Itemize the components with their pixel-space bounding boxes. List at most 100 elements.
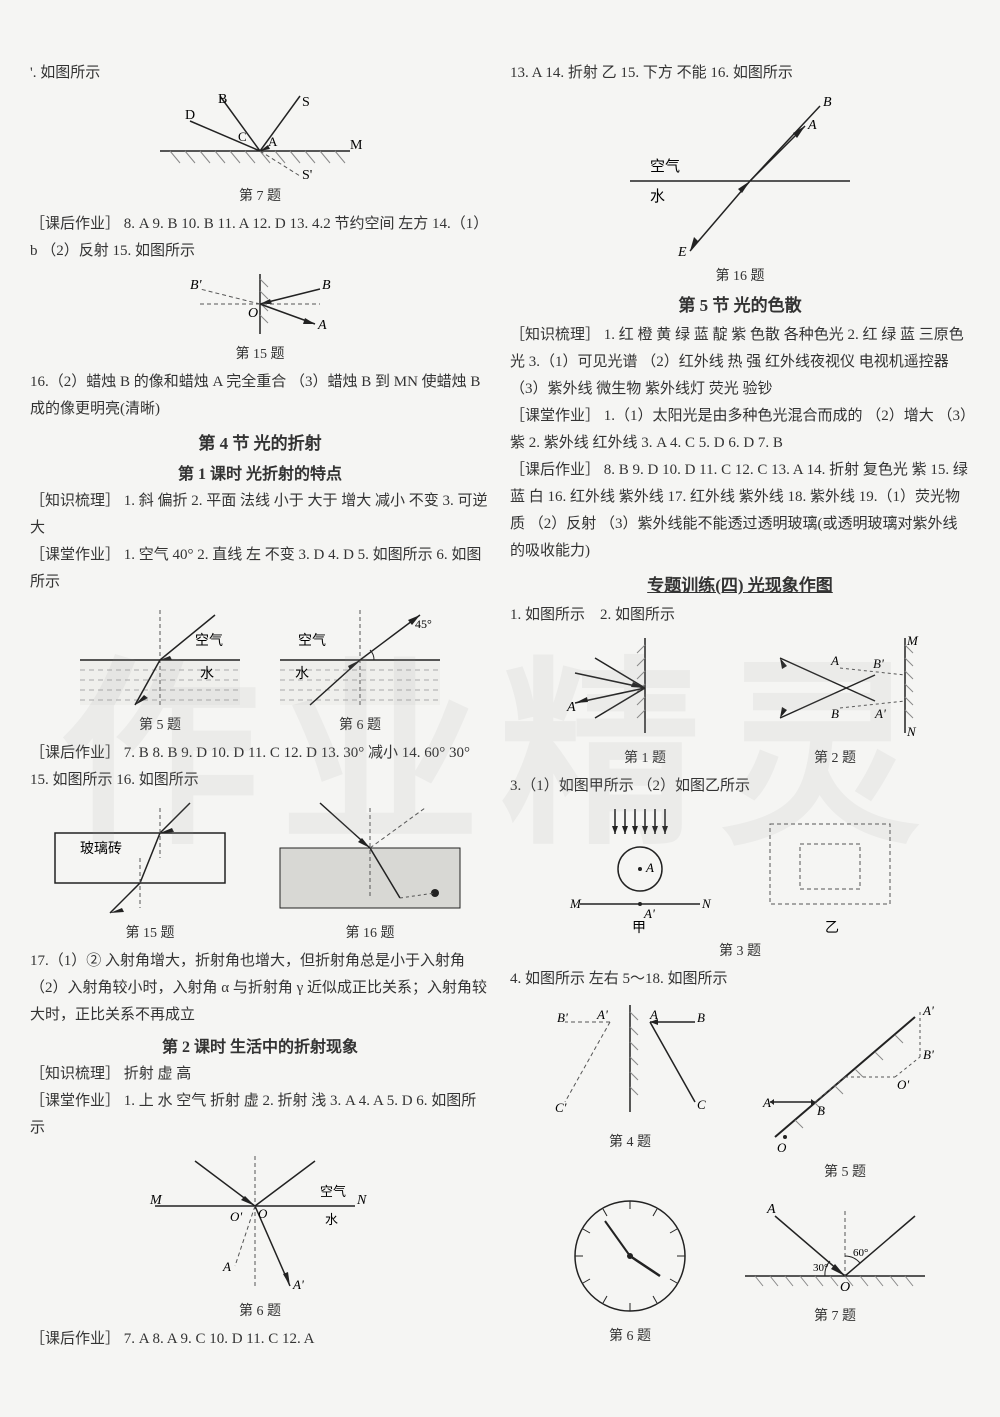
hw3-line: ［课后作业］ 7. A 8. A 9. C 10. D 11. C 12. A [30,1326,490,1353]
fig7-M: M [350,138,363,153]
fig5-wrap: 空气 水 第 5 题 [70,596,250,740]
fig7-caption: 第 7 题 [30,185,490,205]
cw2-label: ［课堂作业］ [30,1093,120,1109]
fig6c-water: 水 [325,1212,338,1227]
fig-r6-wrap: 第 6 题 [545,1187,715,1351]
fig-r67-row: 第 6 题 A O 30° 60° 第 7 题 [510,1187,970,1351]
figr2-A: A [830,653,839,668]
figr7-A: A [766,1202,776,1217]
figr3-yi: 乙 [825,920,839,934]
r-q4: 4. 如图所示 左右 5～18. 如图所示 [510,966,970,993]
r-q1: 1. 如图所示 [510,607,585,623]
fig6-air: 空气 [298,633,326,649]
fig7-A: A [268,134,278,149]
page: '. 如图所示 B D S C A M S' 第 7 题 [0,0,1000,1383]
right-top-text: 13. A 14. 折射 乙 15. 下方 不能 16. 如图所示 [510,60,970,87]
q17: 17.（1）② 入射角增大，折射角也增大，但折射角总是小于入射角 （2）入射角较… [30,948,490,1029]
hw5-label: ［课后作业］ [510,462,600,478]
figr2-B2: B' [873,656,884,671]
figure-7: B D S C A M S' [150,91,370,181]
fig5-air: 空气 [195,633,223,649]
figr5-A2: A' [922,1003,934,1018]
hw1-label: ［课后作业］ [30,216,120,232]
figure-15b: 玻璃砖 [50,798,250,918]
kn5-line: ［知识梳理］ 1. 红 橙 黄 绿 蓝 靛 紫 色散 各种色光 2. 红 绿 蓝… [510,322,970,403]
fig5-water: 水 [200,666,214,682]
fig16r-E: E [677,245,687,260]
fig15b-glass: 玻璃砖 [80,840,122,857]
fig-r45-row: B' A' A B C' C 第 4 题 [510,993,970,1187]
fig-r4-wrap: B' A' A B C' C 第 4 题 [535,993,725,1187]
fig5-caption: 第 5 题 [70,714,250,734]
kn2-line: ［知识梳理］ 折射 虚 高 [30,1061,490,1088]
fig16r-water: 水 [650,188,665,205]
lesson2-title: 第 2 课时 生活中的折射现象 [30,1033,490,1057]
fig6c-A2: A' [292,1277,304,1292]
q7-intro: '. 如图所示 [30,60,490,87]
cw1-label: ［课堂作业］ [30,547,120,563]
figr3-M: M [569,896,582,911]
fig15a-caption: 第 15 题 [30,343,490,363]
fig7-C: C [238,129,247,144]
fig-r3-row: A A' M N 甲 乙 [510,800,970,938]
fig7-D: D [185,108,195,123]
fig6c-O2: O' [230,1209,242,1224]
figr5-A: A [762,1095,771,1110]
topic4-title: 专题训练(四) 光现象作图 [510,571,970,596]
fig15a-B2: B' [190,278,203,293]
figure-6c: M N O O' 空气 水 A A' [135,1146,385,1296]
figure-r3-yi: 乙 [750,804,920,934]
fig-r3jia-wrap: A A' M N 甲 [560,800,730,938]
fig6c-caption: 第 6 题 [30,1300,490,1320]
figure-r1: A [555,633,735,743]
fig7-B: B [218,92,227,107]
figr5-B2: B' [923,1047,934,1062]
r-q1q2-line: 1. 如图所示 2. 如图所示 [510,602,970,629]
figr2-B: B [831,706,839,721]
figr1-A: A [566,700,576,715]
q16: 16.（2）蜡烛 B 的像和蜡烛 A 完全重合 （3）蜡烛 B 到 MN 使蜡烛… [30,369,490,423]
figure-r6 [545,1191,715,1321]
fig6-water: 水 [295,666,309,682]
figr2-M: M [906,633,919,648]
figr5-O: O [777,1140,787,1155]
hw2-line: ［课后作业］ 7. B 8. B 9. D 10. D 11. C 12. D … [30,740,490,794]
figr3-jia: 甲 [632,921,646,934]
figr2-N: N [906,724,917,739]
hw5-line: ［课后作业］ 8. B 9. D 10. D 11. C 12. C 13. A… [510,457,970,565]
figure-r7: A O 30° 60° [735,1191,935,1301]
cw5-line: ［课堂作业］ 1.（1）太阳光是由多种色光混合而成的 （2）增大 （3）紫 2.… [510,403,970,457]
fig6c-O: O [258,1206,268,1221]
lesson1-title: 第 1 课时 光折射的特点 [30,460,490,484]
fig16r-caption: 第 16 题 [510,265,970,285]
right-column: 13. A 14. 折射 乙 15. 下方 不能 16. 如图所示 B A 空气… [510,60,970,1353]
fig6-caption: 第 6 题 [270,714,450,734]
kn1-label: ［知识梳理］ [30,493,120,509]
fig16r-B: B [823,95,832,110]
r-q3: 3.（1）如图甲所示 （2）如图乙所示 [510,773,970,800]
figure-r2: A B B' A' M N [745,633,925,743]
hw3-text: 7. A 8. A 9. C 10. D 11. C 12. A [120,1331,314,1347]
figr7-O: O [840,1280,850,1295]
figr4-C2: C' [555,1100,567,1115]
fig16b-caption: 第 16 题 [270,922,470,942]
figure-r3-jia: A A' M N 甲 [560,804,730,934]
hw2-label: ［课后作业］ [30,745,120,761]
fig-r6-caption: 第 6 题 [545,1325,715,1345]
figr7-30: 30° [813,1262,828,1274]
cw5-label: ［课堂作业］ [510,408,600,424]
figure-16r: B A 空气 水 E [610,91,870,261]
figr3-N: N [701,896,712,911]
figure-6: 空气 水 45° [270,600,450,710]
fig56-row: 空气 水 第 5 题 空气 水 45° [30,596,490,740]
hw3-label: ［课后作业］ [30,1331,120,1347]
fig6c-air: 空气 [320,1184,346,1199]
fig-r7-wrap: A O 30° 60° 第 7 题 [735,1187,935,1351]
figr4-A2: A' [596,1007,608,1022]
figr3-A: A [645,860,654,875]
cw2-line: ［课堂作业］ 1. 上 水 空气 折射 虚 2. 折射 浅 3. A 4. A … [30,1088,490,1142]
fig-r4-caption: 第 4 题 [535,1131,725,1151]
figr5-O2: O' [897,1077,909,1092]
fig6c-N: N [356,1193,367,1208]
fig-r2-caption: 第 2 题 [745,747,925,767]
